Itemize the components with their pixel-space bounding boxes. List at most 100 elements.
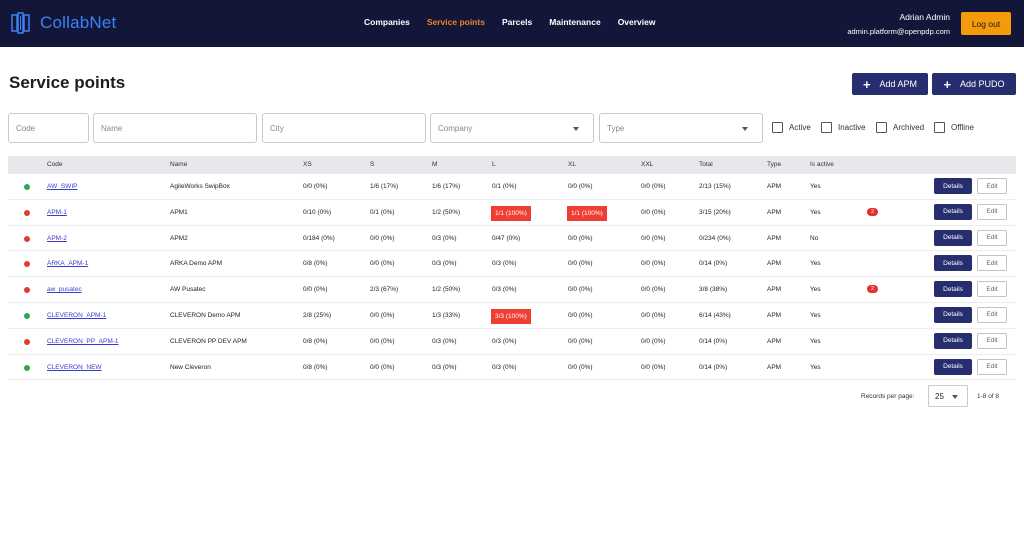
cell-is-active: No <box>810 234 819 242</box>
cell-is-active: Yes <box>810 337 821 345</box>
checkbox-icon <box>876 122 887 133</box>
type-select-placeholder: Type <box>607 123 625 133</box>
code-link[interactable]: CLEVERON_NEW <box>47 363 102 371</box>
inactive-checkbox-label: Inactive <box>838 123 866 132</box>
add-apm-button[interactable]: + Add APM <box>852 73 928 95</box>
header-xs[interactable]: XS <box>303 161 312 168</box>
code-link[interactable]: AW_SWIP <box>47 183 78 190</box>
code-link[interactable]: CLEVERON_APM-1 <box>47 311 107 319</box>
edit-button[interactable]: Edit <box>977 229 1007 246</box>
edit-button[interactable]: Edit <box>977 255 1007 272</box>
edit-button[interactable]: Edit <box>977 306 1007 323</box>
code-link[interactable]: ARKA_APM-1 <box>47 260 89 268</box>
cell-total: 3/8 (38%) <box>699 286 728 294</box>
logout-button[interactable]: Log out <box>961 12 1011 35</box>
cell-m: 1/3 (33%) <box>432 311 461 319</box>
archived-checkbox[interactable]: Archived <box>876 122 924 133</box>
active-checkbox[interactable]: Active <box>772 122 811 133</box>
table-row: ARKA_APM-1 ARKA Demo APM 0/8 (0%) 0/0 (0%) 0… <box>8 251 1016 278</box>
add-pudo-button[interactable]: + Add PUDO <box>932 73 1016 95</box>
cell-xs: 0/8 (0%) <box>303 363 328 371</box>
cell-name: AgileWorks SwipBox <box>170 183 230 190</box>
code-link[interactable]: aw_pusatec <box>47 286 82 294</box>
nav-parcels[interactable]: Parcels <box>501 17 533 27</box>
code-link[interactable]: CLEVERON_PP_APM-1 <box>47 337 119 345</box>
details-button[interactable]: Details <box>934 255 972 272</box>
cell-xxl: 0/0 (0%) <box>641 337 666 345</box>
header-l[interactable]: L <box>492 161 496 168</box>
edit-button[interactable]: Edit <box>977 203 1007 220</box>
header-is-active[interactable]: Is active <box>810 161 834 168</box>
details-button[interactable]: Details <box>934 203 972 220</box>
code-link[interactable]: APM-1 <box>47 208 67 216</box>
cell-xl: 0/0 (0%) <box>568 337 593 345</box>
chevron-down-icon <box>952 395 958 399</box>
code-filter[interactable] <box>8 113 89 143</box>
cell-xl: 0/0 (0%) <box>568 286 593 294</box>
records-range: 1-8 of 8 <box>977 393 1000 400</box>
records-per-page-select[interactable]: 25 <box>928 385 968 407</box>
header-m[interactable]: M <box>432 161 438 168</box>
cell-type: APM <box>767 208 782 216</box>
details-button[interactable]: Details <box>934 358 972 375</box>
chevron-down-icon <box>742 127 748 131</box>
cell-xxl: 0/0 (0%) <box>641 286 666 294</box>
checkbox-icon <box>934 122 945 133</box>
cell-xs: 0/0 (0%) <box>303 286 328 294</box>
cell-xxl: 0/0 (0%) <box>641 260 666 268</box>
nav-service-points[interactable]: Service points <box>426 17 485 27</box>
cell-m: 0/3 (0%) <box>432 234 457 242</box>
notification-badge[interactable]: 2 <box>867 285 878 294</box>
table-row: APM-1 APM1 0/10 (0%) 0/1 (0%) 1/2 (50%) 1/1 (… <box>8 200 1016 226</box>
cell-l-alert: 1/1 (100%) <box>491 205 531 221</box>
type-select[interactable]: Type <box>599 113 763 143</box>
cell-xxl: 0/0 (0%) <box>641 311 666 319</box>
cell-total: 6/14 (43%) <box>699 311 731 319</box>
table-row: AW_SWIP AgileWorks SwipBox 0/0 (0%) 1/6 (17… <box>8 174 1016 200</box>
code-link[interactable]: APM-2 <box>47 234 67 242</box>
edit-button[interactable]: Edit <box>977 332 1007 349</box>
edit-button[interactable]: Edit <box>977 358 1007 375</box>
inactive-checkbox[interactable]: Inactive <box>821 122 866 133</box>
nav-overview[interactable]: Overview <box>617 17 656 27</box>
city-filter[interactable] <box>262 113 426 143</box>
name-filter[interactable] <box>93 113 257 143</box>
logo[interactable]: CollabNet <box>11 11 116 35</box>
table-row: CLEVERON_NEW New Cleveron 0/8 (0%) 0/0 (0%)… <box>8 355 1016 381</box>
cell-xl: 0/0 (0%) <box>568 260 593 268</box>
name-input[interactable] <box>101 123 256 133</box>
cell-total: 0/14 (0%) <box>699 260 728 268</box>
nav-maintenance[interactable]: Maintenance <box>549 17 601 27</box>
nav-companies[interactable]: Companies <box>364 17 410 27</box>
header-type[interactable]: Type <box>767 161 782 168</box>
company-select[interactable]: Company <box>430 113 594 143</box>
cell-xs: 0/0 (0%) <box>303 183 328 190</box>
status-dot-icon <box>24 209 30 216</box>
header-name[interactable]: Name <box>170 161 188 168</box>
cell-type: APM <box>767 260 782 268</box>
details-button[interactable]: Details <box>934 178 972 194</box>
edit-button[interactable]: Edit <box>977 281 1007 298</box>
details-button[interactable]: Details <box>934 306 972 323</box>
details-button[interactable]: Details <box>934 281 972 298</box>
header-xl[interactable]: XL <box>568 161 576 168</box>
offline-checkbox[interactable]: Offline <box>934 122 974 133</box>
details-button[interactable]: Details <box>934 332 972 349</box>
cell-xxl: 0/0 (0%) <box>641 234 666 242</box>
header-s[interactable]: S <box>370 161 375 168</box>
logo-icon <box>11 12 30 34</box>
header-xxl[interactable]: XXL <box>641 161 654 168</box>
cell-s: 0/0 (0%) <box>370 311 395 319</box>
status-dot-icon <box>24 338 30 345</box>
add-pudo-label: Add PUDO <box>960 79 1005 89</box>
city-input[interactable] <box>270 123 425 133</box>
code-input[interactable] <box>16 123 88 133</box>
details-button[interactable]: Details <box>934 229 972 246</box>
header-code[interactable]: Code <box>47 161 63 168</box>
header-total[interactable]: Total <box>699 161 713 168</box>
edit-button[interactable]: Edit <box>977 178 1007 194</box>
cell-m: 0/3 (0%) <box>432 337 457 345</box>
cell-name: New Cleveron <box>170 363 211 371</box>
checkbox-icon <box>772 122 783 133</box>
notification-badge[interactable]: 2 <box>867 207 878 216</box>
